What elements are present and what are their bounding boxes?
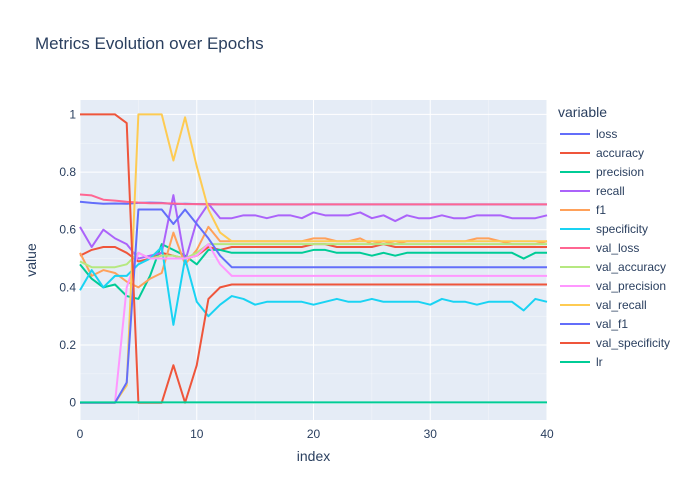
legend-swatch — [560, 246, 590, 249]
legend-label: val_accuracy — [596, 259, 667, 274]
series-line-specificity[interactable] — [79, 246, 548, 326]
legend-label: recall — [596, 183, 625, 198]
legend[interactable]: variable loss accuracy precision recall f1 sp… — [558, 104, 670, 371]
legend-label: specificity — [596, 221, 649, 236]
legend-swatch — [560, 170, 590, 173]
y-axis-title: value — [23, 243, 39, 277]
legend-label: loss — [596, 126, 618, 141]
legend-swatch — [560, 303, 590, 306]
legend-label: precision — [596, 164, 645, 179]
x-tick-label: 10 — [190, 427, 204, 441]
legend-item-val-loss[interactable]: val_loss — [560, 238, 670, 257]
series-line-val-recall[interactable] — [80, 113, 547, 404]
legend-swatch — [560, 208, 590, 211]
x-tick-label: 30 — [424, 427, 438, 441]
legend-item-lr[interactable]: lr — [560, 352, 670, 371]
legend-swatch — [560, 151, 590, 154]
legend-item-val-accuracy[interactable]: val_accuracy — [560, 257, 670, 276]
chart-title: Metrics Evolution over Epochs — [35, 34, 264, 53]
legend-label: val_specificity — [596, 335, 671, 350]
legend-item-recall[interactable]: recall — [560, 181, 670, 200]
y-tick-label: 0.8 — [59, 165, 76, 179]
legend-item-specificity[interactable]: specificity — [560, 219, 670, 238]
legend-item-val-recall[interactable]: val_recall — [560, 295, 670, 314]
series-line-val-loss[interactable] — [79, 193, 547, 206]
legend-item-val-precision[interactable]: val_precision — [560, 276, 670, 295]
legend-label: val_precision — [596, 278, 667, 293]
legend-label: f1 — [596, 202, 607, 217]
y-tick-label: 0.2 — [59, 338, 76, 352]
legend-label: val_loss — [596, 240, 640, 255]
legend-item-val-f1[interactable]: val_f1 — [560, 314, 670, 333]
y-tick-label: 0 — [69, 396, 76, 410]
legend-item-accuracy[interactable]: accuracy — [560, 143, 670, 162]
y-tick-label: 0.4 — [59, 280, 76, 294]
legend-label: accuracy — [596, 145, 645, 160]
series-line-val-precision[interactable] — [80, 243, 547, 404]
legend-swatch — [560, 360, 590, 363]
legend-swatch — [560, 284, 590, 287]
legend-swatch — [560, 322, 590, 325]
legend-item-loss[interactable]: loss — [560, 124, 670, 143]
x-tick-label: 20 — [307, 427, 321, 441]
legend-swatch — [560, 132, 590, 135]
legend-items: loss accuracy precision recall f1 specificity… — [560, 124, 670, 371]
y-tick-label: 1 — [69, 107, 76, 121]
x-axis-title: index — [297, 448, 330, 464]
legend-item-f1[interactable]: f1 — [560, 200, 670, 219]
legend-label: val_f1 — [596, 316, 629, 331]
legend-swatch — [560, 189, 590, 192]
legend-swatch — [560, 265, 590, 268]
legend-title: variable — [558, 104, 608, 120]
series-line-val-accuracy[interactable] — [79, 243, 547, 269]
legend-swatch — [560, 341, 590, 344]
legend-swatch — [560, 227, 590, 230]
legend-label: lr — [596, 354, 603, 369]
x-tick-label: 40 — [540, 427, 554, 441]
y-tick-label: 0.6 — [59, 223, 76, 237]
series-line-recall[interactable] — [79, 194, 548, 263]
legend-item-precision[interactable]: precision — [560, 162, 670, 181]
legend-item-val-specificity[interactable]: val_specificity — [560, 333, 670, 352]
x-tick-label: 0 — [77, 427, 84, 441]
series-line-val-f1[interactable] — [80, 208, 547, 404]
legend-label: val_recall — [596, 297, 647, 312]
